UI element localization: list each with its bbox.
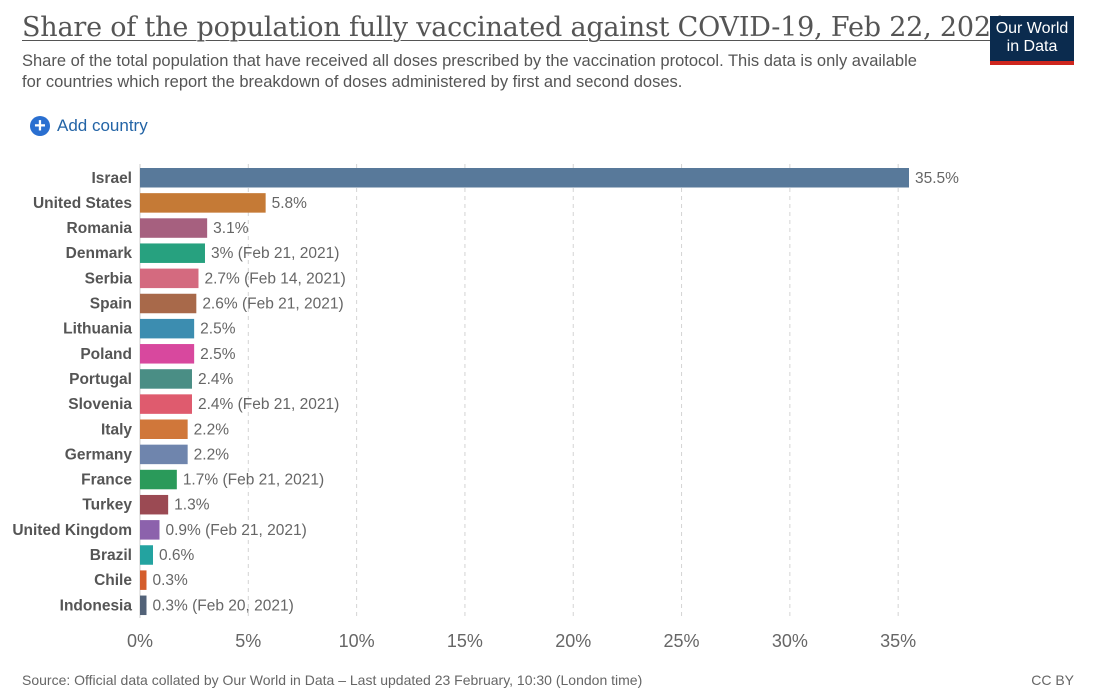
bar — [140, 344, 195, 364]
bar — [140, 218, 208, 238]
value-label: 2.7% (Feb 14, 2021) — [204, 270, 345, 287]
value-label: 35.5% — [915, 170, 959, 187]
x-tick-label: 25% — [664, 631, 700, 651]
category-label: Slovenia — [68, 396, 132, 413]
value-label: 1.7% (Feb 21, 2021) — [183, 472, 324, 489]
value-label: 2.6% (Feb 21, 2021) — [202, 296, 343, 313]
category-label: Italy — [101, 421, 132, 438]
bar — [140, 243, 205, 263]
logo-line-1: Our World — [995, 20, 1069, 37]
x-tick-label: 10% — [339, 631, 375, 651]
add-country-label: Add country — [57, 116, 148, 135]
category-label: France — [81, 472, 132, 489]
license-link[interactable]: CC BY — [1031, 672, 1074, 688]
value-label: 2.4% (Feb 21, 2021) — [198, 396, 339, 413]
bar — [140, 570, 147, 590]
x-tick-label: 15% — [447, 631, 483, 651]
bar — [140, 293, 197, 314]
plus-circle-icon: + — [30, 116, 50, 136]
bar — [140, 369, 192, 389]
value-label: 2.2% — [194, 421, 230, 438]
bar — [140, 469, 177, 490]
category-label: Germany — [65, 446, 133, 463]
bar — [140, 394, 192, 414]
category-label: Indonesia — [60, 597, 133, 614]
x-tick-label: 0% — [127, 631, 153, 651]
category-label: Brazil — [90, 547, 132, 564]
bar — [140, 419, 188, 439]
bar — [140, 520, 160, 540]
category-label: Lithuania — [63, 321, 132, 338]
category-label: United States — [33, 195, 132, 212]
category-label: Spain — [90, 296, 132, 313]
value-label: 3% (Feb 21, 2021) — [211, 245, 339, 262]
category-label: Israel — [91, 170, 132, 187]
category-label: United Kingdom — [12, 522, 132, 539]
bar — [140, 444, 188, 465]
category-label: Turkey — [82, 497, 132, 514]
bar — [140, 595, 147, 616]
value-label: 5.8% — [272, 195, 308, 212]
x-tick-label: 35% — [880, 631, 916, 651]
bar — [140, 494, 169, 515]
category-label: Poland — [80, 346, 132, 363]
owid-logo[interactable]: Our World in Data — [990, 16, 1074, 65]
value-label: 2.2% — [194, 446, 230, 463]
value-label: 0.6% — [159, 547, 195, 564]
source-note: Source: Official data collated by Our Wo… — [22, 672, 643, 688]
category-label: Denmark — [66, 245, 133, 262]
add-country-button[interactable]: + Add country — [30, 116, 148, 136]
value-label: 2.5% — [200, 346, 236, 363]
category-label: Portugal — [69, 371, 132, 388]
chart-subtitle: Share of the total population that have … — [22, 52, 917, 91]
bar — [140, 268, 199, 289]
value-label: 0.3% — [152, 572, 188, 589]
logo-line-2: in Data — [1006, 38, 1058, 55]
value-label: 1.3% — [174, 497, 210, 514]
x-tick-label: 20% — [555, 631, 591, 651]
category-label: Serbia — [85, 270, 133, 287]
category-label: Chile — [94, 572, 132, 589]
x-tick-label: 30% — [772, 631, 808, 651]
category-label: Romania — [67, 220, 133, 237]
value-label: 3.1% — [213, 220, 249, 237]
value-label: 2.5% — [200, 321, 236, 338]
bar — [140, 168, 909, 188]
value-label: 2.4% — [198, 371, 234, 388]
x-tick-label: 5% — [235, 631, 261, 651]
bar — [140, 545, 153, 565]
bar — [140, 193, 266, 213]
value-label: 0.9% (Feb 21, 2021) — [165, 522, 306, 539]
bar — [140, 318, 195, 339]
value-label: 0.3% (Feb 20, 2021) — [152, 597, 293, 614]
chart-title: Share of the population fully vaccinated… — [22, 12, 1008, 43]
